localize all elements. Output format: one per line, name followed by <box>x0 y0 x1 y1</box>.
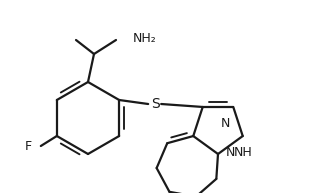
Text: NH: NH <box>233 146 252 159</box>
Text: N: N <box>221 117 230 130</box>
Text: S: S <box>151 97 160 111</box>
Text: NH₂: NH₂ <box>133 31 157 45</box>
Text: N: N <box>226 146 236 158</box>
Text: F: F <box>25 141 32 153</box>
